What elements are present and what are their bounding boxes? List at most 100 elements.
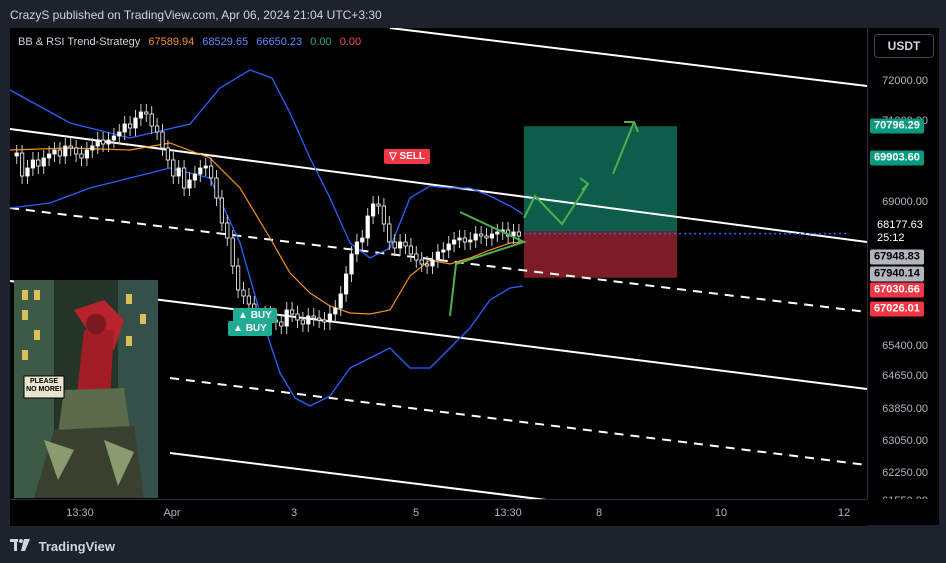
time-tick-label: 13:30: [66, 507, 94, 519]
bb-basis-line: [10, 142, 524, 315]
candle-body: [63, 145, 68, 157]
candle-body: [36, 159, 41, 167]
candle-body: [360, 237, 365, 243]
candle-body: [457, 237, 462, 241]
buy-signal-1: ▲ BUY: [233, 308, 277, 323]
up-triangle-icon: ▲: [238, 310, 248, 321]
candle-body: [451, 239, 457, 245]
published-caption: CrazyS published on TradingView.com, Apr…: [10, 8, 382, 22]
candle-body: [516, 231, 522, 237]
candle-body: [106, 139, 111, 145]
time-tick-label: 5: [412, 507, 420, 519]
sell-signal: ▽ SELL: [384, 149, 431, 164]
price-tick-label: 62250.00: [882, 466, 928, 479]
price-badge: 67940.14: [870, 266, 924, 282]
last-price-label: 68177.63 25:12: [871, 218, 941, 247]
price-badge: 67948.83: [870, 249, 924, 265]
candle-body: [430, 259, 435, 267]
legend-value-upper: 68529.65: [202, 36, 249, 48]
time-tick-label: 3: [290, 507, 298, 519]
candle-body: [117, 131, 122, 137]
price-badge: 67030.66: [870, 282, 924, 298]
candle-body: [160, 131, 165, 149]
down-triangle-icon: ▽: [389, 151, 397, 162]
candle-body: [122, 123, 127, 133]
candle-body: [354, 241, 360, 255]
top-bar: CrazyS published on TradingView.com, Apr…: [0, 0, 946, 28]
candle-body: [311, 315, 316, 319]
right-border: [939, 28, 946, 525]
time-tick-label: Apr: [163, 507, 181, 519]
candle-body: [333, 307, 338, 315]
candle-body: [90, 145, 95, 151]
projection-arrowhead-2: [624, 121, 639, 133]
candle-body: [403, 241, 408, 247]
legend-value-short: 0.00: [339, 36, 362, 48]
footer-brand[interactable]: TradingView: [10, 538, 115, 554]
candle-body: [74, 147, 79, 155]
last-price-value: 68177.63: [877, 219, 923, 231]
candle-body: [468, 239, 473, 243]
bb-upper-band: [10, 69, 524, 259]
candle-body: [343, 273, 349, 295]
indicator-legend[interactable]: BB & RSI Trend-Strategy 67589.94 68529.6…: [18, 36, 366, 48]
candle-body: [446, 243, 451, 251]
candle-body: [203, 165, 208, 169]
price-tick-label: 72000.00: [882, 75, 928, 87]
candle-body: [138, 111, 143, 119]
chart-plot-area[interactable]: PLEASE NO MORE! BB & RSI Trend-Strategy …: [10, 28, 867, 499]
candle-body: [111, 135, 116, 141]
time-tick-label: 10: [714, 507, 728, 519]
candle-body: [128, 123, 133, 129]
candle-body: [47, 153, 52, 159]
candle-body: [327, 313, 333, 323]
candle-body: [511, 231, 516, 237]
candle-body: [95, 139, 100, 147]
price-axis[interactable]: 72000.0071000.0069000.0065400.0064650.00…: [867, 28, 940, 507]
candle-body: [241, 289, 246, 297]
candle-body: [225, 222, 230, 239]
candle-body: [489, 233, 495, 239]
axis-corner: [867, 499, 939, 525]
candle-body: [478, 233, 484, 237]
candle-body: [235, 265, 241, 291]
bar-countdown: 25:12: [877, 232, 905, 244]
candle-body: [52, 149, 57, 155]
candle-body: [414, 253, 419, 261]
candle-body: [279, 321, 284, 327]
candle-body: [25, 167, 30, 177]
candle-body: [306, 315, 311, 325]
candle-body: [284, 309, 289, 327]
candle-body: [295, 313, 300, 321]
price-tick-label: 64650.00: [882, 370, 928, 383]
tv-logo-icon: [10, 538, 30, 554]
legend-value-basis: 67589.94: [148, 36, 195, 48]
price-tick-label: 63050.00: [882, 434, 928, 447]
bb-lower-band: [10, 167, 524, 407]
candle-body: [316, 317, 322, 321]
candle-body: [484, 235, 489, 239]
footer-brand-label: TradingView: [38, 539, 115, 554]
candle-body: [154, 125, 160, 133]
candle-body: [181, 167, 187, 189]
indicator-name: BB & RSI Trend-Strategy: [18, 36, 141, 48]
channel-line-bottom: [169, 452, 547, 499]
up-triangle-icon: ▲: [233, 323, 243, 334]
candle-body: [419, 259, 424, 265]
candle-body: [322, 319, 327, 323]
candle-body: [171, 159, 176, 177]
candle-body: [338, 293, 343, 309]
comic-artwork: PLEASE NO MORE!: [14, 280, 158, 498]
candle-body: [392, 241, 397, 249]
legend-value-lower: 66650.23: [256, 36, 303, 48]
candle-body: [381, 205, 387, 225]
candle-body: [84, 149, 89, 159]
currency-button[interactable]: USDT: [874, 34, 934, 58]
channel-line-lower-dashed: [169, 377, 867, 466]
time-axis[interactable]: 13:30 Apr 3 5 13:30 8 10 12: [10, 499, 867, 526]
candle-body: [349, 253, 354, 275]
candle-body: [214, 177, 219, 199]
price-badge: 67026.01: [870, 301, 924, 317]
candle-body: [198, 167, 203, 175]
candle-body: [370, 203, 376, 217]
